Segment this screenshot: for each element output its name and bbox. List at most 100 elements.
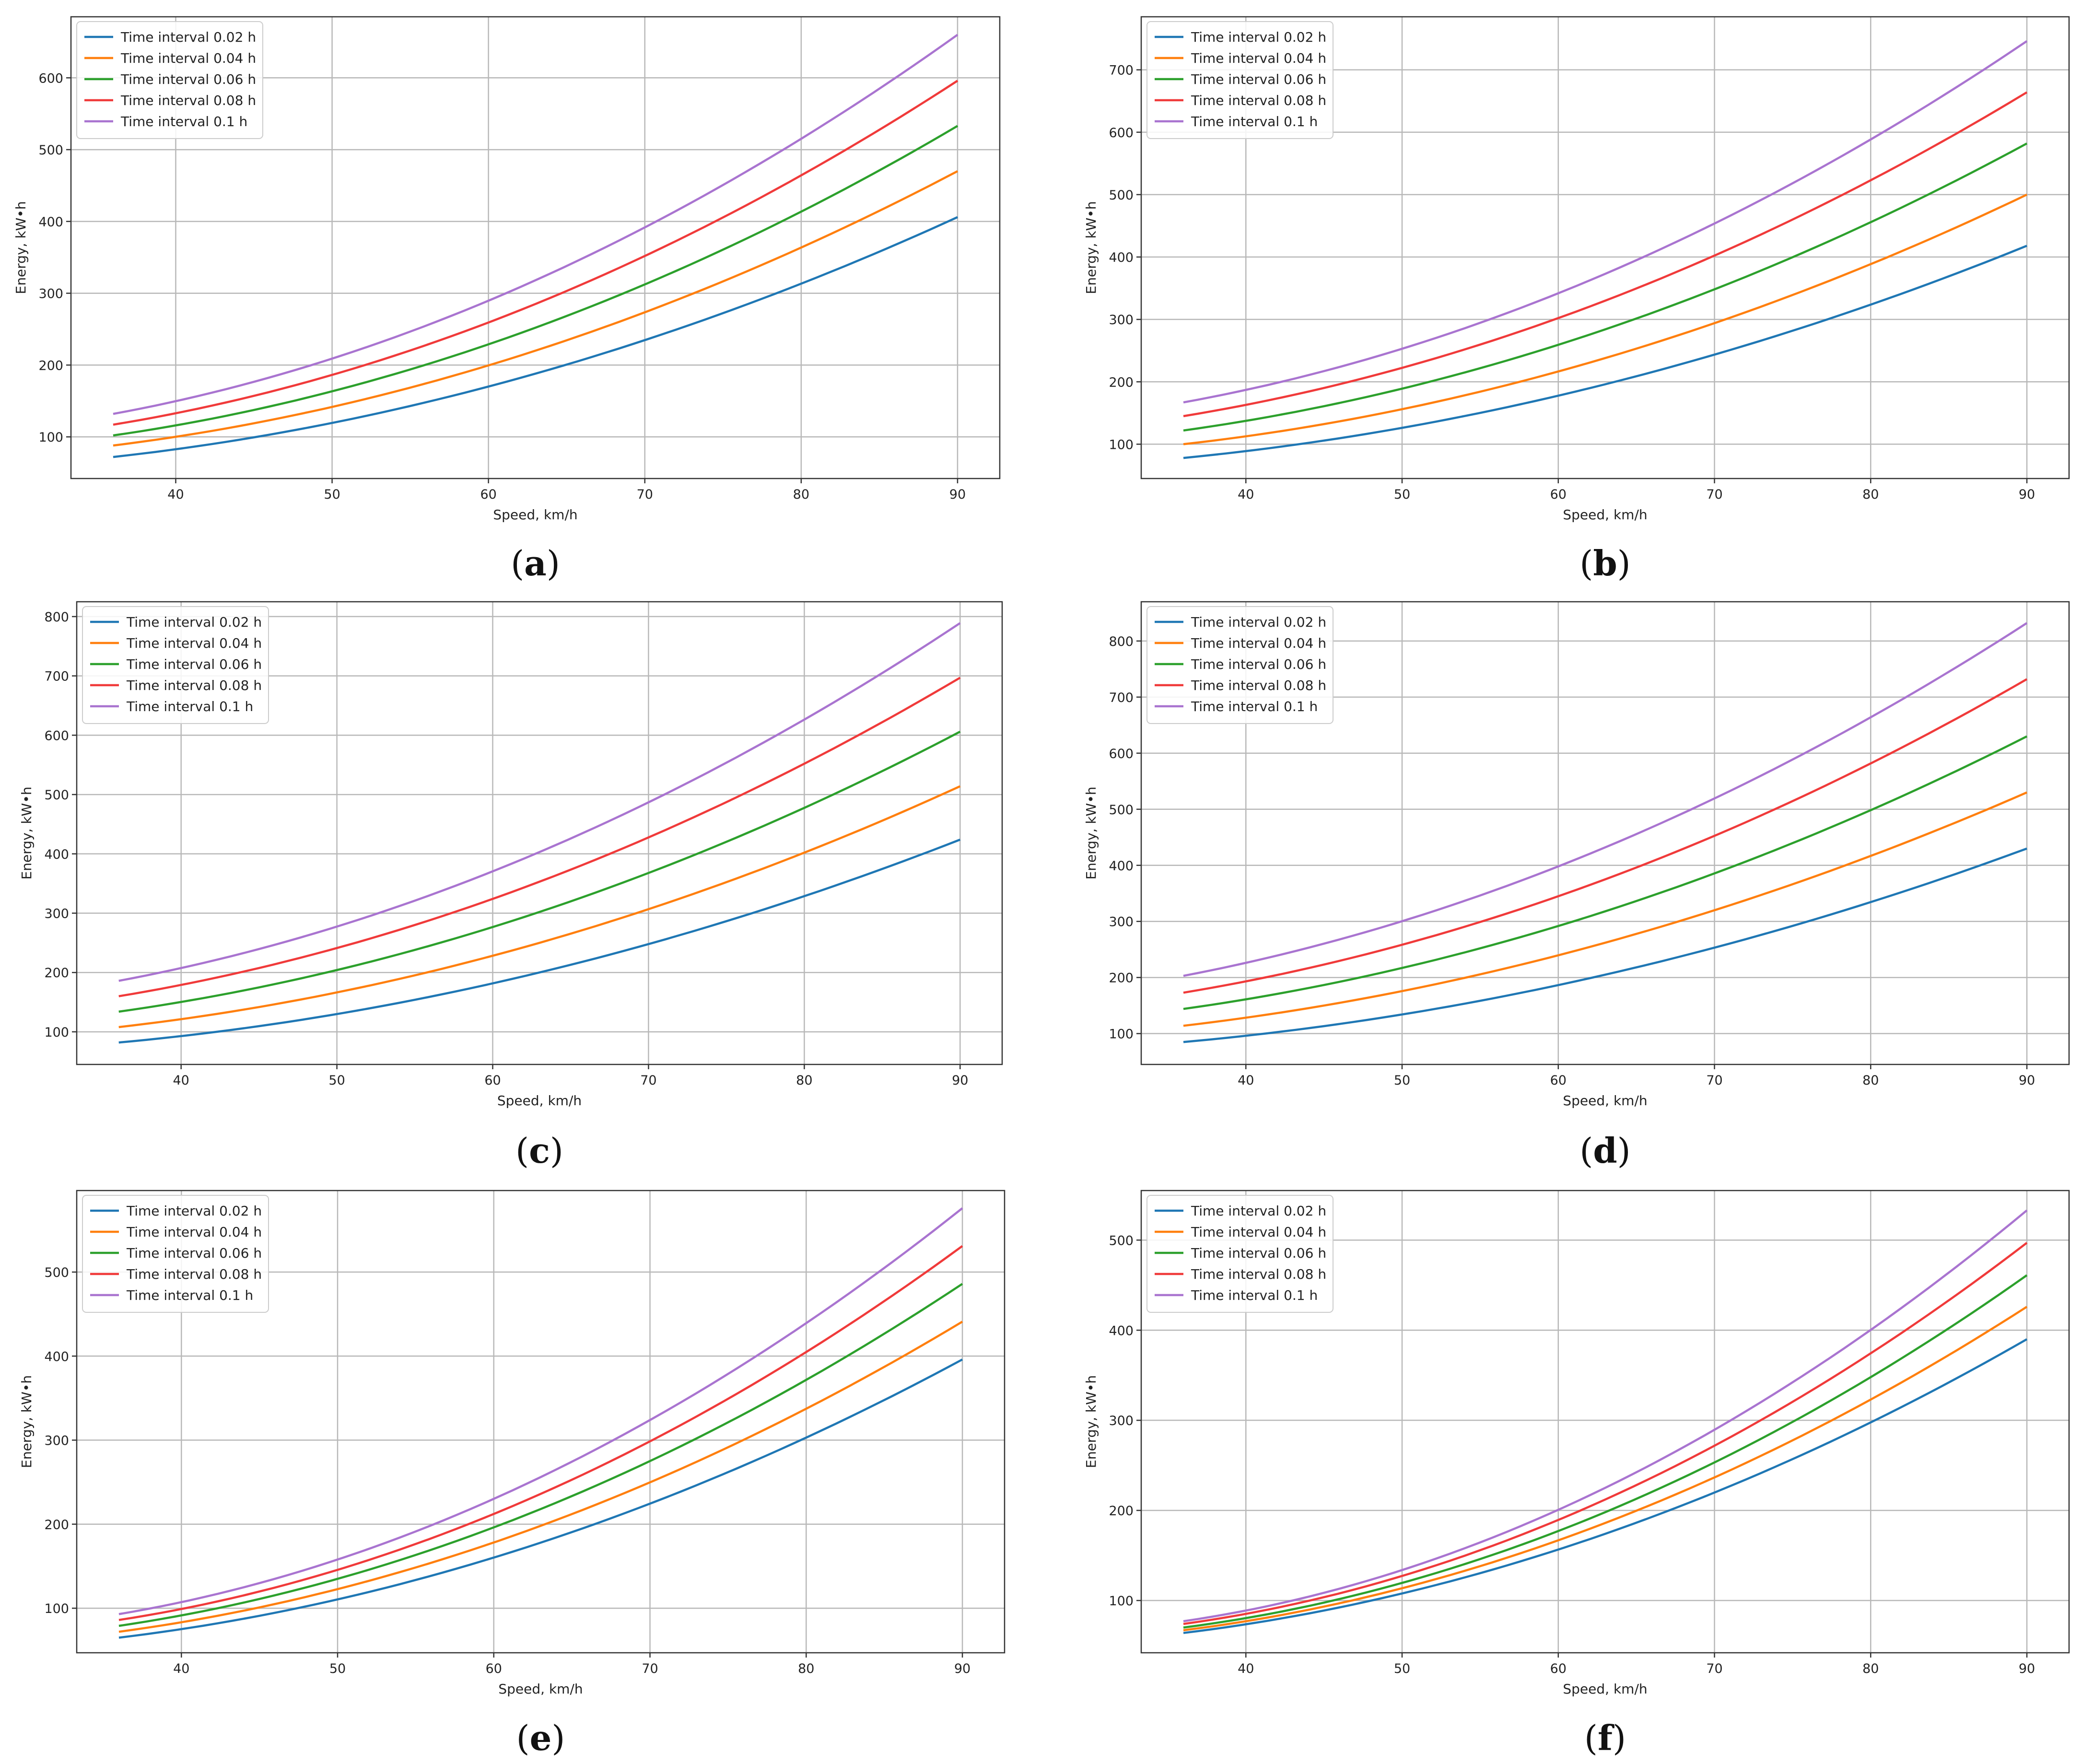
legend-label: Time interval 0.04 h xyxy=(1191,635,1326,651)
x-axis-title: Speed, km/h xyxy=(497,1093,582,1109)
y-tick-label: 200 xyxy=(44,1518,69,1532)
legend-box xyxy=(1146,606,1333,724)
plot-frame xyxy=(1140,16,2070,479)
y-tick-label: 100 xyxy=(38,430,63,445)
series-line-5 xyxy=(118,622,961,982)
x-tick-label: 60 xyxy=(486,1661,502,1676)
series-line-2 xyxy=(118,785,961,1028)
legend-box xyxy=(82,1195,269,1313)
y-tick-label: 700 xyxy=(44,669,69,684)
legend-label: Time interval 0.04 h xyxy=(120,50,256,66)
x-tick-label: 80 xyxy=(1862,1661,1879,1676)
legend-box xyxy=(82,606,269,724)
legend-label: Time interval 0.1 h xyxy=(1191,1287,1318,1303)
legend-label: Time interval 0.1 h xyxy=(126,699,253,714)
y-tick-label: 500 xyxy=(44,1265,69,1280)
series-line-5 xyxy=(1183,622,2028,977)
y-tick-label: 200 xyxy=(1109,971,1134,986)
y-axis-title: Energy, kW•h xyxy=(19,787,35,880)
x-tick-label: 70 xyxy=(637,487,653,502)
x-tick-label: 50 xyxy=(1394,1073,1410,1088)
y-tick-label: 400 xyxy=(44,1349,69,1364)
legend-label: Time interval 0.08 h xyxy=(1191,93,1326,108)
x-tick-label: 60 xyxy=(1550,487,1567,502)
caption-letter: a xyxy=(524,543,547,584)
y-tick-label: 400 xyxy=(1109,1323,1134,1338)
series-line-3 xyxy=(1183,1274,2028,1629)
y-tick-label: 600 xyxy=(38,71,63,86)
x-tick-label: 90 xyxy=(949,487,966,502)
y-tick-label: 200 xyxy=(44,966,69,981)
caption-letter: d xyxy=(1593,1130,1617,1171)
caption-paren: ) xyxy=(551,1718,565,1758)
caption-paren: ) xyxy=(1613,1718,1626,1758)
caption-letter: b xyxy=(1593,543,1617,584)
x-tick-label: 70 xyxy=(1706,487,1722,502)
legend: Time interval 0.02 h Time interval 0.04 h… xyxy=(76,21,263,139)
x-tick-label: 80 xyxy=(1862,487,1879,502)
caption-paren: ( xyxy=(1579,1131,1593,1171)
series-line-3 xyxy=(1183,735,2028,1010)
y-tick-label: 100 xyxy=(44,1601,69,1616)
panel-caption: (a) xyxy=(511,543,560,584)
legend: Time interval 0.02 h Time interval 0.04 h… xyxy=(1146,21,1333,139)
x-tick-label: 50 xyxy=(324,487,340,502)
legend-label: Time interval 0.08 h xyxy=(120,93,256,108)
y-tick-label: 700 xyxy=(1109,63,1134,78)
x-axis-title: Speed, km/h xyxy=(1563,507,1647,523)
x-tick-label: 40 xyxy=(1238,1073,1254,1088)
y-tick-label: 200 xyxy=(38,358,63,373)
series-line-5 xyxy=(118,1207,963,1615)
series-line-4 xyxy=(1183,1242,2028,1625)
x-tick-label: 70 xyxy=(1706,1073,1722,1088)
x-tick-label: 50 xyxy=(1394,487,1410,502)
legend-label: Time interval 0.06 h xyxy=(126,1245,262,1261)
legend-label: Time interval 0.04 h xyxy=(126,635,262,651)
y-tick-label: 400 xyxy=(1109,859,1134,874)
caption-letter: e xyxy=(530,1717,552,1758)
x-tick-label: 60 xyxy=(480,487,496,502)
x-tick-label: 50 xyxy=(328,1073,345,1088)
x-tick-label: 60 xyxy=(1550,1661,1567,1676)
legend-label: Time interval 0.1 h xyxy=(1191,699,1318,714)
y-tick-label: 100 xyxy=(44,1025,69,1040)
series-line-4 xyxy=(1183,91,2028,418)
x-tick-label: 90 xyxy=(2019,1073,2035,1088)
x-tick-label: 40 xyxy=(167,487,184,502)
x-tick-label: 80 xyxy=(798,1661,814,1676)
panel-caption: (c) xyxy=(515,1130,563,1171)
x-tick-label: 40 xyxy=(1238,487,1254,502)
y-tick-label: 100 xyxy=(1109,1027,1134,1042)
caption-paren: ( xyxy=(1584,1718,1598,1758)
x-tick-label: 60 xyxy=(484,1073,501,1088)
series-line-5 xyxy=(1183,1209,2028,1623)
series-line-1 xyxy=(1183,245,2027,459)
y-tick-label: 500 xyxy=(1109,1233,1134,1248)
series-line-3 xyxy=(118,1283,963,1627)
y-tick-label: 400 xyxy=(44,847,69,862)
legend-label: Time interval 0.08 h xyxy=(1191,1266,1326,1282)
x-tick-label: 70 xyxy=(1706,1661,1722,1676)
y-tick-label: 400 xyxy=(1109,250,1134,265)
x-axis-title: Speed, km/h xyxy=(498,1681,583,1697)
caption-paren: ( xyxy=(515,1131,529,1171)
x-axis-title: Speed, km/h xyxy=(493,507,577,523)
panel-caption: (e) xyxy=(516,1717,565,1758)
series-line-3 xyxy=(118,730,961,1013)
x-tick-label: 40 xyxy=(173,1073,189,1088)
y-tick-label: 300 xyxy=(1109,1414,1134,1428)
series-line-2 xyxy=(1183,1306,2028,1632)
x-tick-label: 40 xyxy=(1238,1661,1254,1676)
caption-paren: ) xyxy=(550,1131,563,1171)
legend: Time interval 0.02 h Time interval 0.04 h… xyxy=(82,1195,269,1313)
series-line-4 xyxy=(118,1245,963,1621)
legend-label: Time interval 0.08 h xyxy=(126,678,262,693)
y-tick-label: 300 xyxy=(44,907,69,922)
panel-caption: (f) xyxy=(1584,1717,1626,1758)
legend-label: Time interval 0.08 h xyxy=(1191,678,1326,693)
y-axis-title: Energy, kW•h xyxy=(19,1375,35,1468)
chart-panel-b: 40 50 60 70 80 90 100 200 300 400 500 600 700 Speed, … xyxy=(1083,16,2070,584)
series-line-4 xyxy=(113,80,959,426)
series-line-2 xyxy=(118,1320,963,1633)
